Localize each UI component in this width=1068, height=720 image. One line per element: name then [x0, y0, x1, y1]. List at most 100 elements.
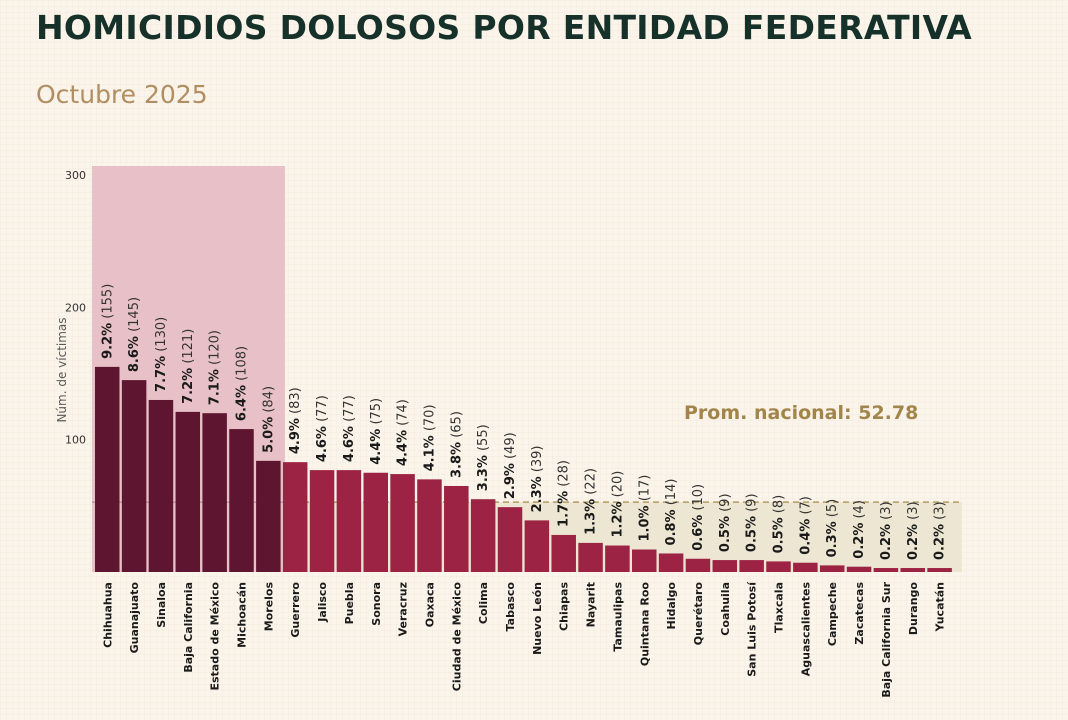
- y-tick-label: 200: [65, 301, 86, 314]
- bar-count-label: (155): [100, 284, 115, 323]
- bar-percent-label: 0.4%: [798, 519, 813, 555]
- bar-count-label: (121): [181, 329, 196, 368]
- y-tick-label: 100: [65, 434, 86, 447]
- bar-value-label: 0.8% (14): [664, 479, 679, 546]
- category-label: Veracruz: [397, 582, 410, 636]
- bar-percent-label: 0.2%: [879, 524, 894, 560]
- chart-title: HOMICIDIOS DOLOSOS POR ENTIDAD FEDERATIV…: [36, 8, 972, 47]
- bar: [739, 560, 764, 572]
- bar-count-label: (120): [208, 330, 223, 369]
- bar: [363, 472, 388, 572]
- bar: [685, 558, 711, 572]
- bar: [900, 568, 925, 572]
- category-label: Hidalgo: [665, 582, 678, 630]
- category-label: Sonora: [370, 582, 383, 626]
- category-label: Chiapas: [558, 582, 571, 631]
- bar: [229, 429, 254, 572]
- bar-percent-label: 3.3%: [476, 455, 491, 491]
- category-label: Chihuahua: [101, 582, 114, 648]
- bar-value-label: 0.4% (7): [798, 496, 813, 555]
- chart-subtitle: Octubre 2025: [36, 80, 208, 109]
- category-label: Yucatán: [934, 582, 947, 632]
- bar-count-label: (9): [718, 493, 733, 516]
- bar-percent-label: 0.2%: [933, 524, 948, 560]
- y-axis-label: Núm. de víctimas: [55, 317, 69, 422]
- bar-count-label: (3): [933, 501, 948, 524]
- bar-percent-label: 0.5%: [772, 517, 787, 553]
- bar-percent-label: 0.2%: [852, 523, 867, 559]
- bar: [658, 553, 684, 572]
- category-label: Puebla: [343, 582, 356, 624]
- bar: [793, 562, 818, 572]
- bar-count-label: (77): [342, 395, 357, 426]
- bar-value-label: 7.7% (130): [154, 317, 169, 392]
- bar-count-label: (55): [476, 424, 491, 455]
- bar: [390, 474, 415, 572]
- bar-percent-label: 8.6%: [127, 336, 142, 372]
- category-label: Estado de México: [209, 582, 222, 691]
- category-label: Tamaulipas: [611, 582, 624, 652]
- bar-value-label: 1.0% (17): [637, 475, 652, 542]
- bar-value-label: 9.2% (155): [100, 284, 115, 359]
- bar-value-label: 0.5% (9): [745, 493, 760, 552]
- bar-count-label: (83): [288, 387, 303, 418]
- bar-value-label: 1.3% (22): [584, 468, 599, 535]
- bar-percent-label: 1.2%: [610, 501, 625, 537]
- category-label: Ciudad de México: [450, 582, 463, 692]
- bar-count-label: (4): [852, 500, 867, 523]
- bar-percent-label: 2.3%: [530, 476, 545, 512]
- bar-value-label: 4.1% (70): [422, 404, 437, 471]
- bar-count-label: (74): [396, 399, 411, 430]
- bar-count-label: (22): [584, 468, 599, 499]
- bar-count-label: (8): [772, 495, 787, 518]
- bar: [524, 520, 550, 572]
- bar-value-label: 5.0% (84): [261, 386, 276, 453]
- category-label: Baja California Sur: [880, 581, 893, 697]
- bar-value-label: 0.5% (8): [772, 495, 787, 554]
- bar-count-label: (84): [261, 386, 276, 417]
- bar-percent-label: 6.4%: [235, 385, 250, 421]
- bar: [497, 507, 523, 572]
- category-label: San Luis Potosí: [746, 581, 759, 677]
- bar: [256, 460, 281, 572]
- bar-percent-label: 4.9%: [288, 418, 303, 454]
- bar-percent-label: 1.0%: [637, 505, 652, 541]
- bar: [632, 549, 657, 572]
- category-label: Baja California: [182, 582, 195, 673]
- category-label: Morelos: [262, 582, 275, 632]
- bar-count-label: (9): [745, 493, 760, 516]
- bar-count-label: (77): [315, 395, 330, 426]
- bar-count-label: (5): [825, 499, 840, 522]
- bar-count-label: (145): [127, 297, 142, 336]
- bar-percent-label: 0.8%: [664, 509, 679, 545]
- bar-value-label: 4.4% (74): [396, 399, 411, 466]
- bar: [846, 566, 872, 572]
- bar-value-label: 7.2% (121): [181, 329, 196, 404]
- bar-percent-label: 7.7%: [154, 356, 169, 392]
- bar-count-label: (14): [664, 479, 679, 510]
- bar-count-label: (130): [154, 317, 169, 356]
- bar: [551, 534, 576, 572]
- bar-value-label: 7.1% (120): [208, 330, 223, 405]
- bar-value-label: 4.4% (75): [369, 398, 384, 465]
- average-label: Prom. nacional: 52.78: [684, 402, 918, 424]
- bar: [578, 542, 603, 572]
- category-label: Tabasco: [504, 582, 517, 632]
- category-label: Durango: [907, 582, 920, 636]
- bar-value-label: 4.9% (83): [288, 387, 303, 454]
- category-label: Colima: [477, 582, 490, 624]
- category-label: Guanajuato: [128, 582, 141, 654]
- bar: [766, 561, 791, 572]
- category-label: Michoacán: [236, 582, 249, 648]
- bar-value-label: 0.2% (3): [906, 501, 921, 560]
- bar-count-label: (20): [610, 471, 625, 502]
- bar-count-label: (70): [422, 404, 437, 435]
- bar-percent-label: 4.6%: [315, 426, 330, 462]
- bar-percent-label: 0.6%: [691, 515, 706, 551]
- bar-value-label: 6.4% (108): [235, 346, 250, 421]
- bar-percent-label: 4.1%: [422, 435, 437, 471]
- bar-value-label: 2.9% (49): [503, 432, 518, 499]
- category-label: Guerrero: [289, 582, 302, 638]
- bar-count-label: (17): [637, 475, 652, 506]
- bar: [309, 470, 335, 572]
